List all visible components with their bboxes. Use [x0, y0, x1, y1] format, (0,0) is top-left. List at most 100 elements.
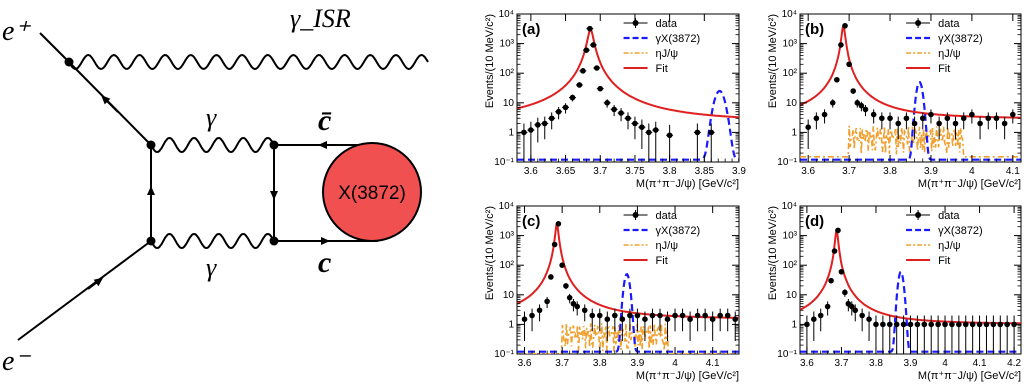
data-point [817, 308, 824, 332]
legend-data: data [906, 18, 960, 30]
legend-data: data [623, 210, 678, 222]
data-point [709, 311, 716, 341]
feynman-diagram: X(3872) e⁺ e⁻ γ_ISR γ γ c̄ c [2, 4, 429, 377]
x-tick-label: 3.8 [869, 358, 883, 369]
y-axis-title: Events/(10 MeV/c²) [767, 14, 779, 108]
data-point [521, 311, 528, 341]
y-tick-label: 10³ [783, 231, 798, 242]
y-tick-label: 10 [503, 98, 515, 109]
data-point [555, 221, 562, 227]
data-point [593, 65, 601, 71]
data-point [870, 109, 877, 124]
legend-data: data [906, 210, 960, 222]
data-point [555, 106, 563, 120]
data-point [589, 42, 597, 48]
data-point [732, 311, 739, 341]
chart-panel-c: 10⁻¹ 1 10 10² 10³ 10⁴ 3.6 3.7 3.8 3.9 4 4.1M(π⁺π⁻J/… [484, 201, 740, 382]
x-tick-label: 4.1 [973, 358, 987, 369]
x-tick-label: 3.7 [842, 166, 856, 177]
data-point [993, 112, 1000, 130]
c-label: c [318, 246, 331, 279]
legend-data: data [623, 18, 678, 30]
legend-fit: Fit [623, 63, 668, 75]
y-tick-label: 10⁴ [499, 9, 514, 20]
data-point [838, 42, 844, 48]
electron-line [17, 240, 152, 341]
data-point [895, 116, 902, 140]
x-axis-title: M(π⁺π⁻J/ψ) [GeV/c²] [918, 178, 1021, 190]
y-axis-title: Events/(10 MeV/c²) [484, 14, 496, 108]
y-tick-label: 10² [500, 68, 515, 79]
chart-panel-b: 10⁻¹ 1 10 10² 10³ 10⁴ 3.6 3.7 3.8 3.9 4 4.1M(π⁺π⁻J/… [767, 9, 1022, 190]
photon-bottom [150, 232, 275, 250]
data-point [603, 99, 611, 108]
data-point [612, 308, 618, 332]
signal-curve [517, 272, 739, 353]
legend: data γX(3872) ηJ/ψ Fit [623, 210, 700, 267]
data-point [666, 124, 674, 162]
data-point [634, 308, 641, 332]
vertex-quark-bottom [269, 236, 279, 246]
data-point [824, 301, 831, 316]
x-tick-label: 3.6 [800, 358, 814, 369]
y-tick-label: 1 [791, 319, 797, 330]
legend-signal: γX(3872) [623, 225, 700, 237]
data-point [627, 308, 633, 332]
y-axis-title: Events/(10 MeV/c²) [767, 206, 779, 300]
vertex-bottom [146, 236, 156, 246]
data-point [520, 123, 528, 162]
data-point [842, 22, 848, 29]
data-point [582, 47, 590, 53]
data-point [649, 308, 656, 332]
data-point [936, 116, 942, 140]
arrow-electron [87, 277, 104, 290]
data-point [983, 315, 990, 354]
data-point [842, 289, 848, 297]
data-point [900, 315, 907, 354]
data-point [652, 121, 660, 162]
data-point [952, 116, 959, 140]
data-point [1011, 315, 1017, 354]
y-tick-label: 10 [786, 98, 798, 109]
x-tick-label: 3.6 [518, 358, 532, 369]
plot-frame [516, 205, 740, 355]
x-tick-label: 4 [942, 358, 948, 369]
cbar-label: c̄ [318, 104, 332, 137]
chart-panels: 10⁻¹ 1 10 10² 10³ 10⁴ 3.6 3.65 3.7 3.75 3.8 3.85 3.9… [484, 9, 1022, 382]
data-point [664, 311, 671, 341]
data-point [1010, 109, 1016, 124]
data-point [928, 109, 934, 124]
data-point [544, 296, 550, 309]
data-point [846, 61, 852, 68]
gamma-bottom-label: γ [206, 253, 217, 282]
x-tick-label: 3.85 [695, 166, 715, 177]
y-tick-label: 10² [500, 260, 515, 271]
data-point [717, 308, 723, 332]
legend: data γX(3872) ηJ/ψ Fit [906, 18, 983, 75]
data-point [866, 311, 872, 341]
data-point [563, 283, 569, 290]
x-tick-label: 4.1 [1006, 166, 1020, 177]
data-point [638, 119, 646, 149]
data-point [886, 315, 893, 354]
plot-area [517, 25, 739, 162]
data-point [956, 315, 962, 354]
data-point [880, 315, 886, 354]
panel-label: (a) [522, 21, 540, 38]
data-point [694, 308, 701, 332]
data-point [960, 112, 967, 130]
legend-fit: Fit [623, 255, 668, 267]
plot-area [800, 227, 1021, 354]
data-point [536, 304, 543, 322]
chart-panel-d: 10⁻¹ 1 10 10² 10³ 10⁴ 3.6 3.7 3.8 3.9 4 4.1 4.2M(π⁺π… [767, 201, 1022, 382]
x-tick-label: 3.8 [663, 166, 677, 177]
data-point [579, 68, 587, 74]
legend-label: Fit [656, 255, 668, 267]
photon-top [150, 136, 275, 154]
data-point [804, 315, 810, 354]
data-point [693, 123, 701, 162]
legend-signal: γX(3872) [906, 225, 983, 237]
data-point [548, 274, 554, 280]
x-tick-label: 4 [672, 358, 678, 369]
legend-label: γX(3872) [656, 33, 701, 45]
